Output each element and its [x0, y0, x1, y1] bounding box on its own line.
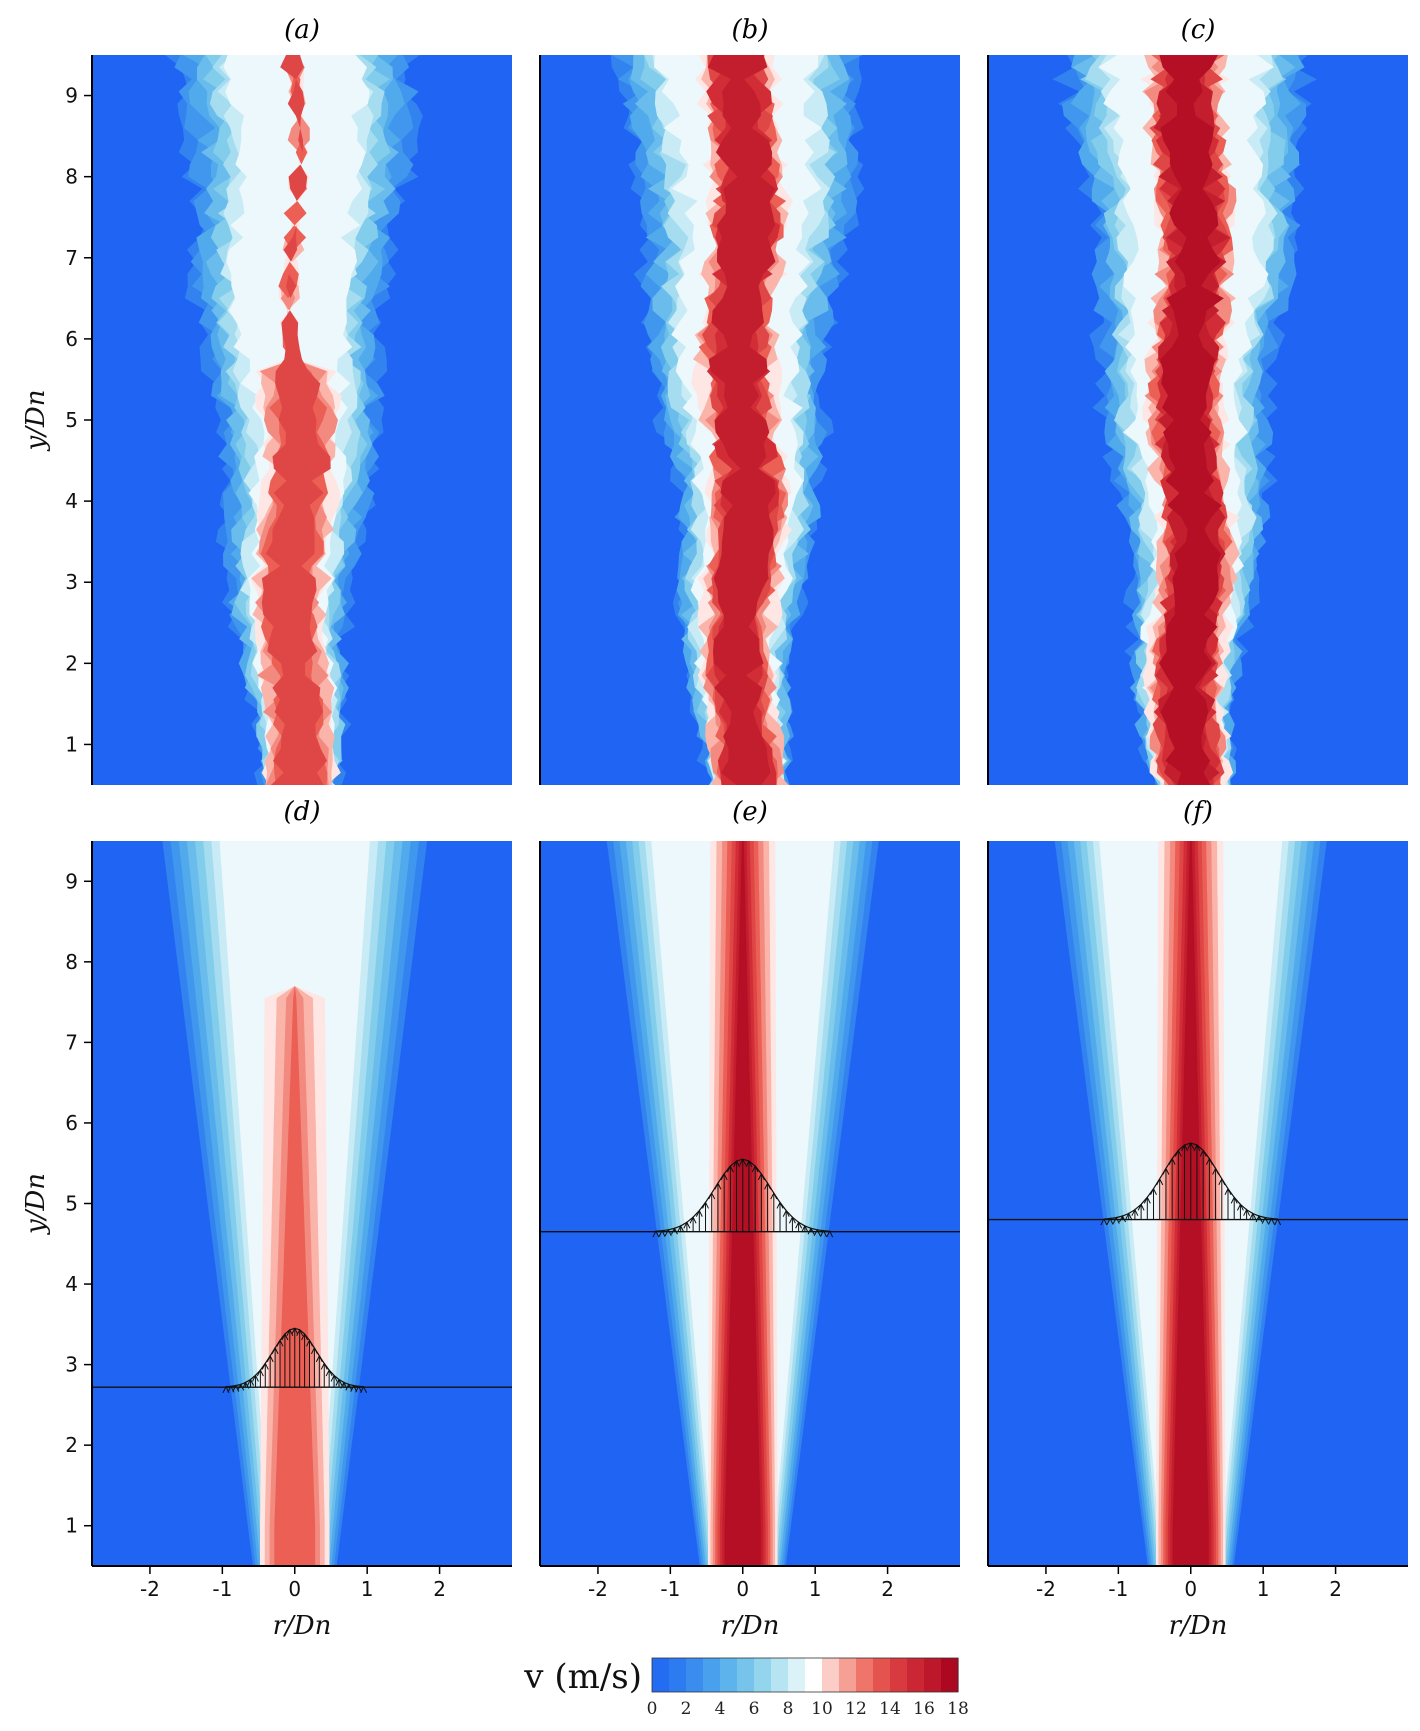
colorbar-segment	[822, 1658, 840, 1692]
x-tick-label: -2	[588, 1577, 608, 1601]
x-tick-label: 0	[736, 1577, 749, 1601]
y-tick-label: 5	[65, 408, 78, 432]
panel-title: (a)	[284, 15, 320, 45]
profile-arrowhead	[1100, 1217, 1108, 1226]
y-tick-label: 4	[65, 1272, 78, 1296]
panel-b: (b)	[539, 15, 960, 785]
x-tick-label: 2	[881, 1577, 894, 1601]
x-axis-label: r/Dn	[273, 1611, 332, 1641]
colorbar-segment	[839, 1658, 857, 1692]
velocity-profile	[540, 1158, 960, 1238]
y-tick-label: 7	[65, 1030, 78, 1054]
colorbar-segment	[788, 1658, 806, 1692]
x-tick-label: 0	[288, 1577, 301, 1601]
y-tick-label: 9	[65, 84, 78, 108]
colorbar-tick-label: 16	[913, 1699, 935, 1719]
y-tick-label: 6	[65, 1111, 78, 1135]
velocity-field	[162, 841, 428, 1566]
y-tick-label: 2	[65, 651, 78, 675]
contour-level	[1159, 55, 1224, 785]
y-tick-label: 7	[65, 246, 78, 270]
colorbar-label: v (m/s)	[523, 1657, 642, 1697]
colorbar-segment	[890, 1658, 908, 1692]
colorbar-segment	[669, 1658, 687, 1692]
x-tick-label: -2	[140, 1577, 160, 1601]
colorbar-tick-label: 2	[681, 1699, 692, 1719]
y-tick-label: 1	[65, 1514, 78, 1538]
colorbar-segment	[941, 1658, 959, 1692]
panel-c: (c)	[987, 15, 1408, 785]
contour-level	[261, 55, 331, 785]
y-tick-label: 5	[65, 1192, 78, 1216]
colorbar-segment	[652, 1658, 670, 1692]
colorbar-segment	[856, 1658, 874, 1692]
y-tick-label: 8	[65, 950, 78, 974]
colorbar-tick-label: 12	[845, 1699, 867, 1719]
x-tick-label: 1	[809, 1577, 822, 1601]
panel-title: (b)	[732, 15, 769, 45]
colorbar-tick-label: 18	[947, 1699, 969, 1719]
colorbar-tick-label: 10	[811, 1699, 833, 1719]
x-tick-label: -1	[1108, 1577, 1128, 1601]
colorbar-segment	[924, 1658, 942, 1692]
panel-e: -2 -1 0 1 2 r/Dn (e)	[539, 797, 960, 1641]
colorbar-segment	[805, 1658, 823, 1692]
colorbar-segment	[686, 1658, 704, 1692]
x-tick-label: 2	[433, 1577, 446, 1601]
x-axis-label: r/Dn	[721, 1611, 780, 1641]
colorbar-segment	[907, 1658, 925, 1692]
y-axis-label: y/Dn	[21, 1173, 51, 1235]
panel-title: (d)	[284, 797, 321, 827]
colorbar-segment	[737, 1658, 755, 1692]
x-tick-label: -1	[212, 1577, 232, 1601]
y-tick-label: 4	[65, 489, 78, 513]
x-tick-label: -1	[660, 1577, 680, 1601]
profile-envelope	[655, 1158, 830, 1232]
colorbar: 0 2 4 6 8 10 12 14 16 18 v (m/s)	[523, 1657, 969, 1719]
panel-d: -2 -1 0 1 2 r/Dn 1 2 3 4 5 6 7 8 9 y/Dn (d)	[21, 797, 512, 1641]
contour-level	[707, 55, 776, 785]
panels: 1 2 3 4 5 6 7 8 9 y/Dn (a) (b) (c) -2 -1 0 1 2 r/Dn 1 2 3 4 5 6 7…	[21, 15, 1408, 1641]
profile-envelope	[1103, 1142, 1278, 1220]
velocity-field	[165, 55, 423, 785]
colorbar-tick-label: 0	[647, 1699, 658, 1719]
panel-f: -2 -1 0 1 2 r/Dn (f)	[987, 797, 1408, 1641]
colorbar-segment	[720, 1658, 738, 1692]
y-tick-label: 3	[65, 570, 78, 594]
x-tick-label: 2	[1329, 1577, 1342, 1601]
colorbar-tick-label: 6	[749, 1699, 760, 1719]
panel-title: (c)	[1181, 15, 1216, 45]
y-tick-label: 8	[65, 165, 78, 189]
velocity-field	[610, 55, 865, 785]
y-tick-label: 9	[65, 869, 78, 893]
profile-arrowhead	[222, 1385, 230, 1393]
panel-title: (e)	[732, 797, 768, 827]
x-tick-label: -2	[1036, 1577, 1056, 1601]
velocity-profile	[92, 1327, 512, 1393]
colorbar-segment	[771, 1658, 789, 1692]
colorbar-segment	[873, 1658, 891, 1692]
colorbar-tick-label: 14	[879, 1699, 901, 1719]
profile-arrowhead	[652, 1230, 660, 1238]
colorbar-segment	[703, 1658, 721, 1692]
velocity-profile	[988, 1141, 1408, 1226]
y-tick-label: 3	[65, 1353, 78, 1377]
colorbar-segment	[754, 1658, 772, 1692]
y-tick-label: 6	[65, 327, 78, 351]
x-tick-label: 0	[1184, 1577, 1197, 1601]
profile-envelope	[225, 1327, 364, 1388]
y-axis-label: y/Dn	[21, 389, 51, 451]
panel-title: (f)	[1183, 797, 1213, 827]
colorbar-frame	[651, 1657, 959, 1693]
colorbar-tick-label: 8	[783, 1699, 794, 1719]
colorbar-tick-label: 4	[715, 1699, 726, 1719]
panel-a: 1 2 3 4 5 6 7 8 9 y/Dn (a)	[21, 15, 512, 785]
y-tick-label: 1	[65, 732, 78, 756]
x-tick-label: 1	[1257, 1577, 1270, 1601]
x-axis-label: r/Dn	[1169, 1611, 1228, 1641]
x-tick-label: 1	[361, 1577, 374, 1601]
velocity-field	[1052, 55, 1317, 785]
y-tick-label: 2	[65, 1433, 78, 1457]
